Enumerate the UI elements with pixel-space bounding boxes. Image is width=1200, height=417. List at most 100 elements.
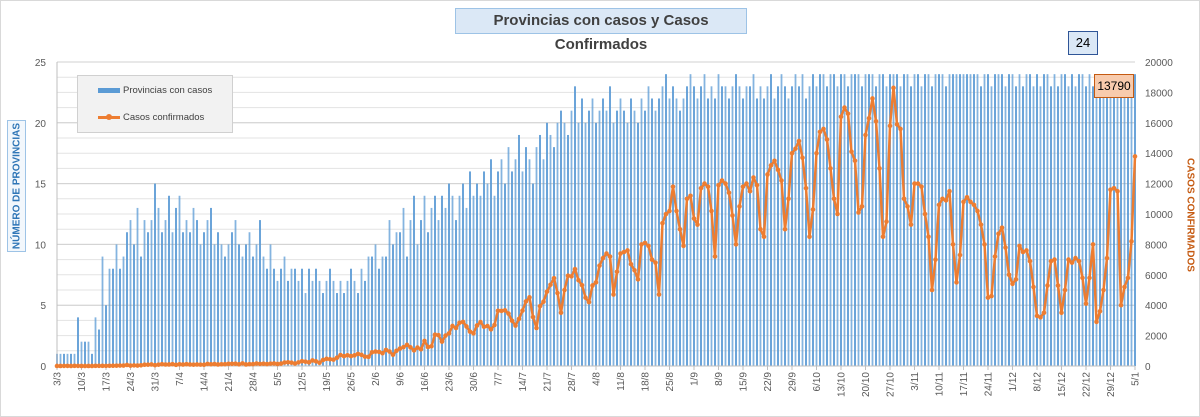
bar-provincias (917, 74, 919, 366)
point-casos (527, 295, 532, 300)
y-tick-left: 15 (35, 180, 47, 191)
bar-provincias (1109, 74, 1112, 366)
point-casos (1104, 255, 1110, 261)
bar-provincias (602, 98, 604, 366)
x-tick-label: 24/11 (984, 372, 995, 397)
bar-provincias (728, 98, 730, 366)
point-casos (1041, 310, 1047, 316)
point-casos (250, 361, 256, 367)
bar-provincias (332, 280, 335, 366)
point-casos (296, 360, 301, 365)
point-casos (65, 363, 70, 369)
point-casos (457, 320, 462, 326)
bar-provincias (294, 268, 296, 366)
bar-provincias (581, 98, 583, 366)
bar-provincias (577, 122, 580, 366)
bar-provincias (749, 86, 751, 366)
bar-provincias (423, 195, 426, 366)
bar-provincias (108, 268, 111, 366)
y-tick-left: 5 (40, 301, 46, 312)
point-casos (730, 213, 735, 218)
point-casos (541, 299, 546, 304)
point-casos (691, 216, 697, 221)
bar-provincias (399, 232, 401, 366)
point-casos (579, 282, 585, 288)
bar-provincias (679, 110, 681, 366)
point-casos (110, 363, 116, 369)
x-tick-label: 28/7 (567, 372, 578, 392)
x-tick-label: 30/6 (469, 372, 480, 392)
bar-provincias (353, 280, 356, 366)
bar-provincias (469, 171, 471, 366)
point-casos (607, 254, 613, 259)
x-tick-label: 16/6 (420, 372, 431, 392)
point-casos (387, 349, 392, 354)
bar-provincias (234, 220, 237, 366)
point-casos (93, 363, 98, 369)
point-casos (936, 202, 942, 208)
bar-provincias (301, 268, 303, 366)
point-casos (313, 359, 319, 364)
bar-provincias (812, 74, 814, 366)
bar-provincias (350, 268, 352, 366)
point-casos (499, 308, 504, 314)
point-casos (866, 115, 872, 121)
point-casos (957, 252, 963, 258)
point-casos (635, 277, 641, 282)
bar-provincias (486, 183, 489, 366)
point-casos (369, 349, 375, 355)
point-casos (978, 222, 984, 227)
x-tick-label: 27/10 (886, 372, 897, 397)
bar-provincias (1015, 86, 1017, 366)
x-tick-label: 1/9 (690, 372, 701, 386)
point-casos (495, 308, 501, 314)
point-casos (712, 254, 718, 259)
bar-provincias (269, 244, 272, 366)
point-casos (1013, 277, 1019, 282)
point-casos (632, 267, 637, 273)
point-casos (835, 211, 840, 217)
bar-provincias (703, 74, 706, 366)
bar-provincias (770, 74, 772, 366)
bar-provincias (567, 134, 569, 366)
bar-provincias (553, 147, 555, 366)
bar-provincias (903, 74, 905, 366)
point-casos (954, 280, 959, 285)
bar-provincias (598, 110, 601, 366)
bar-provincias (633, 110, 636, 366)
point-casos (877, 166, 882, 171)
bar-provincias (1043, 74, 1045, 366)
bar-provincias (276, 280, 279, 366)
point-casos (145, 362, 151, 367)
point-casos (677, 226, 683, 232)
bar-provincias (913, 74, 916, 366)
bar-provincias (1029, 74, 1031, 366)
point-casos (667, 208, 672, 214)
point-casos (555, 290, 560, 296)
bar-provincias (787, 98, 790, 366)
bar-provincias (409, 220, 412, 366)
bar-provincias (665, 74, 667, 366)
point-casos (828, 166, 833, 171)
bar-provincias (738, 86, 741, 366)
point-casos (926, 234, 931, 240)
bar-provincias (658, 98, 660, 366)
x-tick-label: 15/12 (1057, 372, 1068, 397)
y-tick-right: 18000 (1145, 88, 1173, 99)
point-casos (901, 196, 907, 202)
point-casos (432, 332, 438, 337)
last-provincias-label: 24 (1068, 31, 1098, 55)
point-casos (331, 357, 336, 362)
point-casos (985, 295, 991, 300)
bar-provincias (1046, 74, 1049, 366)
point-casos (803, 185, 809, 191)
point-casos (362, 354, 368, 359)
point-casos (996, 231, 1001, 237)
point-casos (1097, 308, 1103, 314)
y-tick-right: 16000 (1145, 119, 1173, 130)
bar-provincias (773, 98, 776, 366)
point-casos (1055, 283, 1061, 288)
x-tick-label: 25/8 (665, 372, 676, 392)
bar-provincias (955, 74, 958, 366)
